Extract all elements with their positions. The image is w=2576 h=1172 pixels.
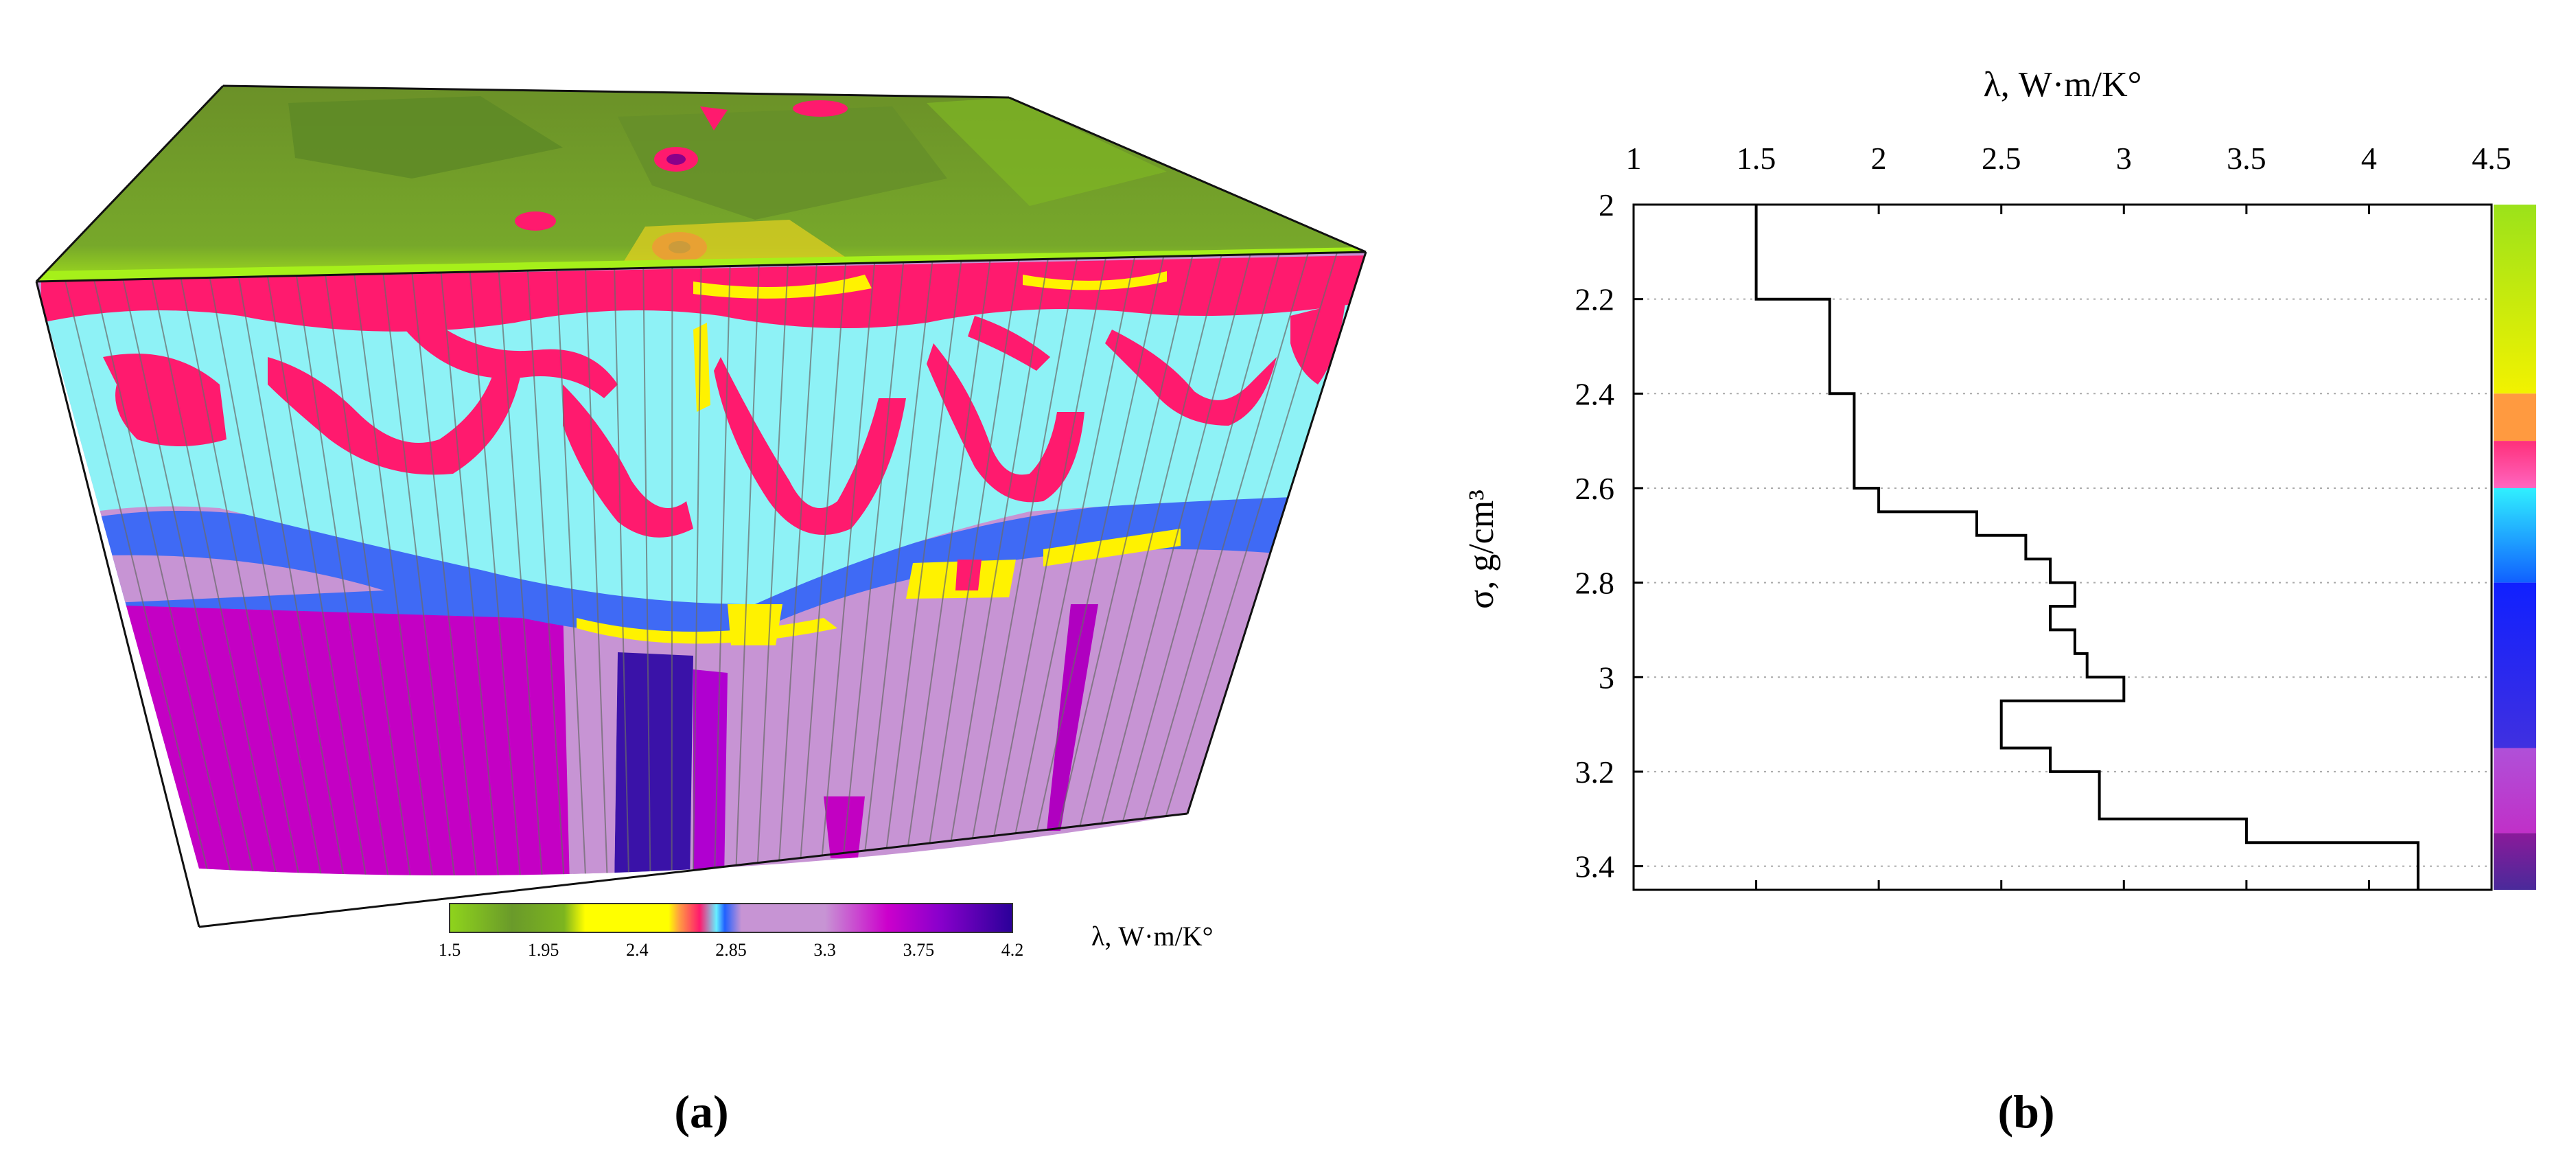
slice-line bbox=[693, 266, 702, 871]
slice-line bbox=[151, 279, 286, 875]
x-tick-label: 1 bbox=[1626, 141, 1642, 176]
slice-line bbox=[756, 264, 789, 863]
slice-line bbox=[907, 260, 991, 846]
x-tick-label: 3.5 bbox=[2227, 141, 2266, 176]
slice-line bbox=[950, 259, 1049, 841]
slice-line bbox=[382, 273, 458, 875]
slice-line bbox=[325, 275, 415, 875]
slice-line bbox=[800, 263, 847, 858]
slice-line bbox=[555, 270, 587, 875]
slice-line bbox=[1058, 255, 1194, 829]
slice-line bbox=[971, 258, 1078, 839]
x-tick-label: 1.5 bbox=[1737, 141, 1776, 176]
slice-line bbox=[714, 266, 731, 868]
slice-line bbox=[1144, 253, 1309, 819]
series-step-line bbox=[1754, 205, 2420, 890]
side-colorbar-segment bbox=[2494, 441, 2536, 488]
x-tick-label: 3 bbox=[2116, 141, 2132, 176]
y-tick-label: 2.8 bbox=[1575, 566, 1615, 601]
slice-line bbox=[122, 279, 264, 875]
slice-line bbox=[929, 260, 1020, 844]
side-colorbar-segment bbox=[2494, 205, 2536, 394]
slice-line bbox=[1079, 255, 1222, 827]
colorbar-a-tick-label: 2.4 bbox=[626, 940, 649, 960]
slice-line bbox=[440, 272, 501, 875]
panel-b-label: (b) bbox=[1997, 1085, 2054, 1138]
x-tick-label: 2 bbox=[1871, 141, 1887, 176]
panel-a-3d-model: 1.5 1.95 2.4 2.85 3.3 3.75 4.2 λ, W·m/K° (a) bbox=[35, 84, 1367, 1138]
slice-line bbox=[1100, 254, 1251, 824]
slice-line bbox=[885, 260, 962, 849]
colorbar-a-tick-label: 4.2 bbox=[1001, 940, 1024, 960]
side-colorbar-segment bbox=[2494, 393, 2536, 441]
side-colorbar-segment bbox=[2494, 487, 2536, 583]
slice-line bbox=[93, 279, 243, 875]
slice-line bbox=[585, 269, 608, 875]
panel-a-label: (a) bbox=[674, 1085, 728, 1138]
y-axis-ticks: 2 2.2 2.4 2.6 2.8 3 3.2 3.4 bbox=[1575, 187, 1643, 884]
slice-line bbox=[864, 261, 933, 851]
slice-line bbox=[1036, 256, 1165, 831]
slice-line bbox=[180, 278, 308, 875]
slice-line bbox=[526, 271, 566, 875]
side-colorbar-segment bbox=[2494, 582, 2536, 748]
slice-line bbox=[843, 262, 905, 853]
x-tick-label: 4 bbox=[2361, 141, 2377, 176]
slice-line bbox=[671, 267, 673, 873]
colorbar-a-tick-label: 3.3 bbox=[813, 940, 836, 960]
panel-b-chart: 1 1.5 2 2.5 3 3.5 4 4.5 2 2.2 2.4 2.6 2.8 3 3.2 3.4 λ,… bbox=[1462, 65, 2536, 1138]
side-colorbar-segment bbox=[2494, 833, 2536, 890]
slice-line bbox=[993, 257, 1107, 836]
x-tick-label: 2.5 bbox=[1982, 141, 2021, 176]
slice-line bbox=[498, 271, 544, 875]
colorbar-a-tick-label: 3.75 bbox=[903, 940, 935, 960]
slice-line bbox=[411, 273, 479, 875]
colorbar-a-tick-label: 1.5 bbox=[439, 940, 461, 960]
slice-line bbox=[469, 271, 522, 875]
x-tick-label: 4.5 bbox=[2472, 141, 2511, 176]
slice-line bbox=[65, 280, 222, 875]
colorbar-a-tick-label: 2.85 bbox=[715, 940, 747, 960]
slice-line bbox=[353, 274, 437, 875]
slice-line bbox=[266, 276, 372, 875]
y-tick-label: 2.6 bbox=[1575, 471, 1615, 506]
colorbar-a-gradient bbox=[449, 903, 1013, 933]
side-colorbar-segment bbox=[2494, 748, 2536, 834]
slice-line bbox=[1165, 252, 1338, 816]
x-axis-label: λ, W·m/K° bbox=[1984, 65, 2142, 104]
plot-frame bbox=[1632, 203, 2493, 891]
chart-grid bbox=[1634, 298, 2492, 867]
colorbar-a-title: λ, W·m/K° bbox=[1091, 921, 1214, 952]
slice-line bbox=[735, 265, 760, 866]
colorbar-a: 1.5 1.95 2.4 2.85 3.3 3.75 4.2 λ, W·m/K° bbox=[439, 903, 1214, 960]
colorbar-a-tick-label: 1.95 bbox=[528, 940, 559, 960]
model-front-face bbox=[36, 252, 1366, 875]
y-tick-label: 2.4 bbox=[1575, 376, 1615, 411]
slice-line bbox=[821, 262, 876, 856]
model-bounding-box bbox=[35, 84, 1367, 928]
slice-line bbox=[642, 268, 651, 875]
y-tick-label: 3.4 bbox=[1575, 849, 1615, 884]
y-tick-label: 2 bbox=[1599, 187, 1614, 222]
side-colorbar bbox=[2494, 205, 2536, 890]
slice-line bbox=[1122, 253, 1280, 822]
slice-line bbox=[778, 264, 817, 861]
y-tick-label: 3.2 bbox=[1575, 755, 1615, 790]
slice-line bbox=[237, 277, 351, 875]
y-tick-label: 3 bbox=[1599, 660, 1614, 695]
x-axis-ticks: 1 1.5 2 2.5 3 3.5 4 4.5 bbox=[1626, 141, 2511, 890]
y-tick-label: 2.2 bbox=[1575, 282, 1615, 317]
slice-line bbox=[209, 277, 329, 875]
slice-line bbox=[614, 268, 630, 875]
slice-line bbox=[295, 275, 393, 875]
y-axis-label: σ, g/cm³ bbox=[1462, 490, 1501, 609]
slice-line bbox=[1014, 257, 1136, 834]
